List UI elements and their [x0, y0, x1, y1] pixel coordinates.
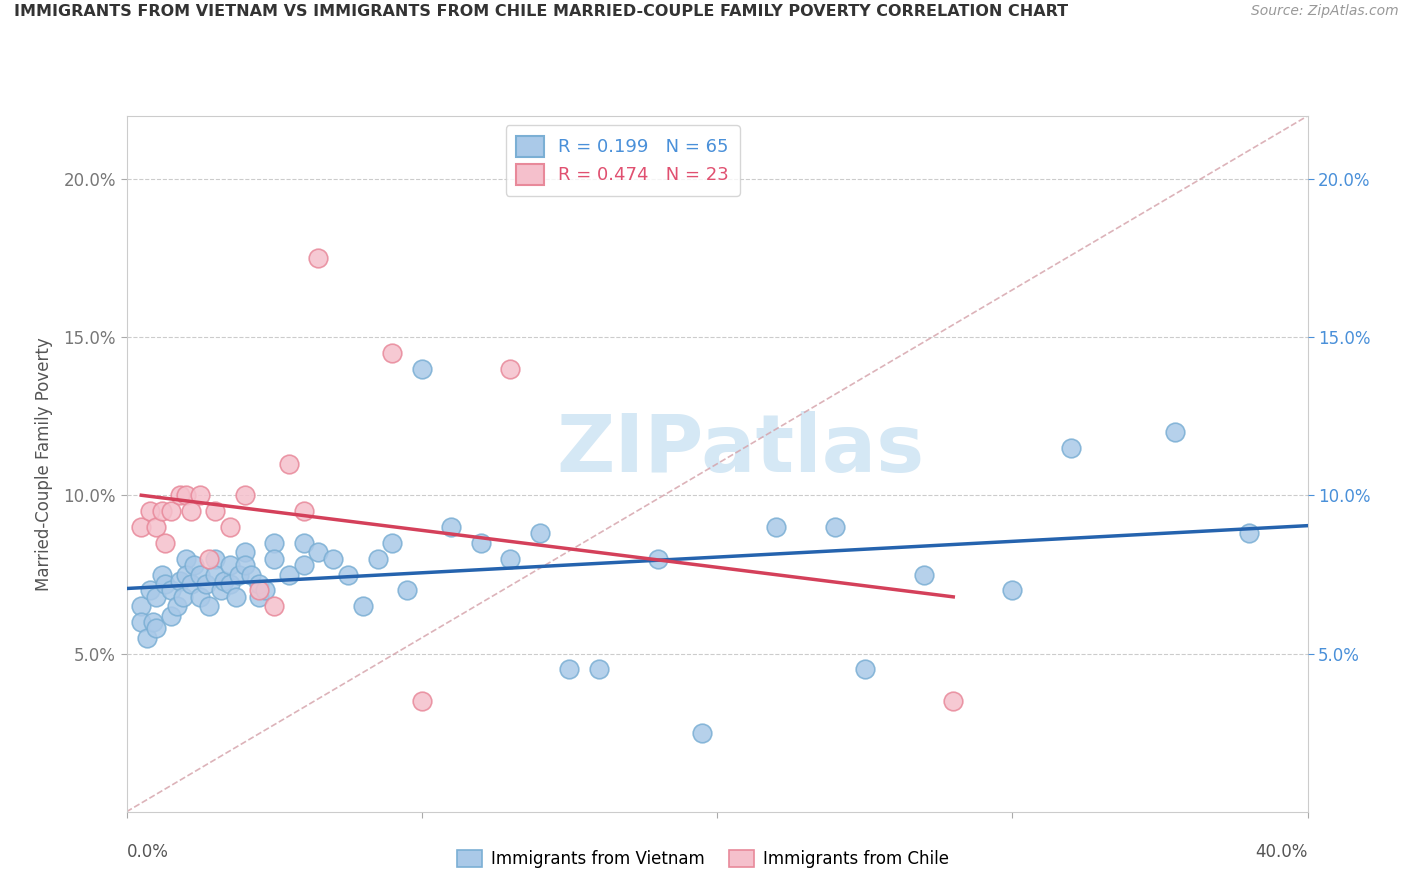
Point — [180, 504, 202, 518]
Text: 40.0%: 40.0% — [1256, 843, 1308, 861]
Point — [169, 488, 191, 502]
Point — [212, 574, 235, 588]
Point — [139, 583, 162, 598]
Point — [142, 615, 165, 629]
Point — [209, 583, 232, 598]
Point — [396, 583, 419, 598]
Point — [159, 504, 183, 518]
Point — [180, 577, 202, 591]
Point — [254, 583, 277, 598]
Point — [292, 504, 315, 518]
Point — [529, 526, 551, 541]
Point — [765, 520, 787, 534]
Point — [337, 567, 360, 582]
Point — [188, 488, 211, 502]
Point — [647, 551, 669, 566]
Point — [129, 599, 153, 614]
Point — [174, 567, 197, 582]
Point — [188, 567, 211, 582]
Point — [166, 599, 188, 614]
Point — [263, 536, 285, 550]
Point — [228, 567, 250, 582]
Point — [219, 558, 242, 572]
Text: ZIPatlas: ZIPatlas — [557, 411, 925, 489]
Point — [153, 536, 176, 550]
Point — [499, 362, 522, 376]
Point — [233, 488, 256, 502]
Point — [263, 599, 285, 614]
Point — [145, 590, 167, 604]
Point — [247, 583, 270, 598]
Point — [233, 558, 256, 572]
Point — [198, 551, 221, 566]
Legend: Immigrants from Vietnam, Immigrants from Chile: Immigrants from Vietnam, Immigrants from… — [451, 843, 955, 875]
Point — [1164, 425, 1187, 440]
Point — [1060, 441, 1083, 455]
Point — [219, 520, 242, 534]
Point — [1237, 526, 1260, 541]
Point — [219, 577, 242, 591]
Point — [411, 694, 433, 708]
Point — [1001, 583, 1024, 598]
Point — [278, 567, 301, 582]
Point — [824, 520, 846, 534]
Point — [690, 725, 713, 739]
Point — [381, 536, 404, 550]
Point — [499, 551, 522, 566]
Point — [942, 694, 965, 708]
Point — [153, 577, 176, 591]
Point — [188, 590, 211, 604]
Point — [204, 567, 226, 582]
Point — [204, 551, 226, 566]
Point — [247, 577, 270, 591]
Point — [139, 504, 162, 518]
Point — [136, 631, 159, 645]
Point — [278, 457, 301, 471]
Point — [588, 662, 610, 676]
Point — [233, 545, 256, 559]
Point — [150, 567, 173, 582]
Point — [145, 520, 167, 534]
Point — [183, 558, 205, 572]
Point — [172, 590, 194, 604]
Point — [169, 574, 191, 588]
Point — [159, 608, 183, 623]
Point — [912, 567, 935, 582]
Point — [129, 520, 153, 534]
Point — [307, 252, 329, 266]
Point — [366, 551, 388, 566]
Point — [150, 504, 173, 518]
Point — [174, 488, 197, 502]
Point — [225, 590, 247, 604]
Point — [853, 662, 876, 676]
Point — [470, 536, 492, 550]
Text: 0.0%: 0.0% — [127, 843, 169, 861]
Point — [195, 577, 218, 591]
Point — [440, 520, 463, 534]
Point — [322, 551, 344, 566]
Point — [292, 536, 315, 550]
Point — [247, 590, 270, 604]
Point — [352, 599, 374, 614]
Point — [263, 551, 285, 566]
Point — [292, 558, 315, 572]
Text: Source: ZipAtlas.com: Source: ZipAtlas.com — [1251, 4, 1399, 19]
Point — [198, 599, 221, 614]
Y-axis label: Married-Couple Family Poverty: Married-Couple Family Poverty — [35, 337, 52, 591]
Point — [307, 545, 329, 559]
Legend: R = 0.199   N = 65, R = 0.474   N = 23: R = 0.199 N = 65, R = 0.474 N = 23 — [506, 125, 740, 195]
Point — [174, 551, 197, 566]
Point — [129, 615, 153, 629]
Text: IMMIGRANTS FROM VIETNAM VS IMMIGRANTS FROM CHILE MARRIED-COUPLE FAMILY POVERTY C: IMMIGRANTS FROM VIETNAM VS IMMIGRANTS FR… — [14, 4, 1069, 20]
Point — [204, 504, 226, 518]
Point — [558, 662, 581, 676]
Point — [239, 567, 262, 582]
Point — [381, 346, 404, 360]
Point — [411, 362, 433, 376]
Point — [145, 621, 167, 635]
Point — [159, 583, 183, 598]
